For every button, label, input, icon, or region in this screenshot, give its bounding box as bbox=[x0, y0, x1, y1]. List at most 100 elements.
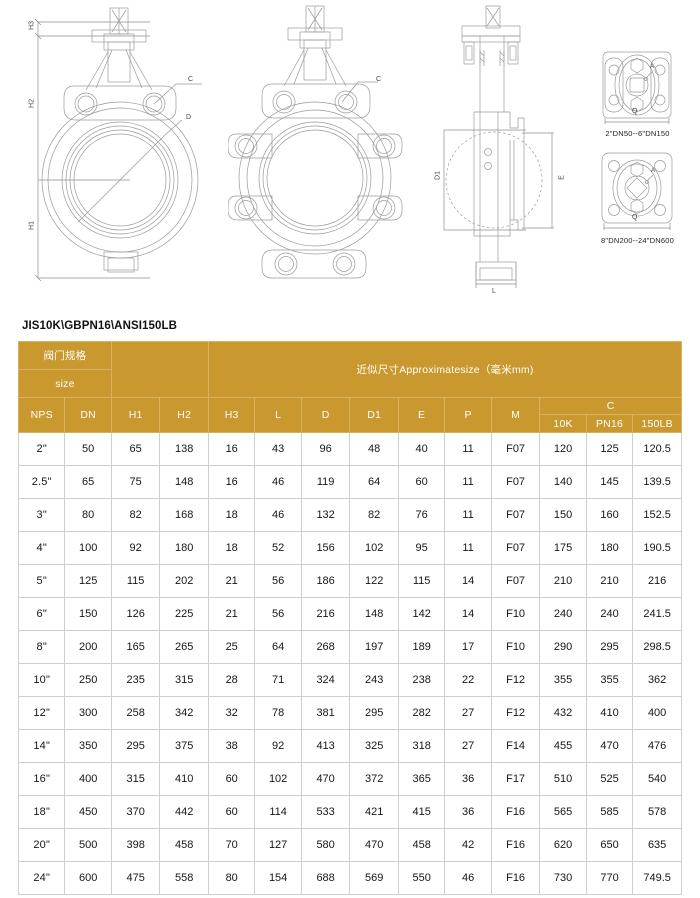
table-cell: 421 bbox=[349, 795, 399, 829]
table-cell: 60 bbox=[397, 465, 446, 499]
table-cell: 132 bbox=[300, 498, 351, 532]
table-cell: 455 bbox=[539, 729, 587, 763]
table-cell: 114 bbox=[254, 795, 302, 829]
column-header-c-10k: 10K bbox=[539, 414, 587, 433]
table-row: 18" 450 370 442 60 114 533 421 415 36 F16 565 585 578 bbox=[17, 795, 682, 829]
table-cell: 102 bbox=[254, 762, 302, 796]
table-cell: 14 bbox=[444, 597, 492, 631]
table-cell: 240 bbox=[585, 597, 634, 631]
flange-caption-small: 2"DN50--6"DN150 bbox=[605, 129, 670, 138]
flange-caption-large: 8"DN200--24"DN600 bbox=[601, 236, 674, 245]
dimension-label-l: L bbox=[492, 288, 496, 295]
cell-nps: 10" bbox=[17, 663, 66, 697]
table-cell: 342 bbox=[159, 696, 209, 730]
table-cell: 475 bbox=[110, 861, 161, 895]
table-cell: 370 bbox=[110, 795, 161, 829]
table-cell: 95 bbox=[397, 531, 446, 565]
table-cell: 243 bbox=[349, 663, 399, 697]
table-cell: 70 bbox=[207, 828, 256, 862]
table-cell: 350 bbox=[64, 729, 112, 763]
table-cell: 540 bbox=[632, 762, 682, 796]
table-cell: 180 bbox=[585, 531, 634, 565]
table-cell: 216 bbox=[300, 597, 351, 631]
table-row: 2.5" 65 75 148 16 46 119 64 60 11 F07 140 145 139.5 bbox=[17, 465, 682, 499]
table-cell: 60 bbox=[207, 795, 256, 829]
table-cell: 550 bbox=[397, 861, 446, 895]
table-cell: 265 bbox=[159, 630, 209, 664]
table-cell: 381 bbox=[300, 696, 351, 730]
table-cell: 510 bbox=[539, 762, 587, 796]
table-cell: 115 bbox=[110, 564, 161, 598]
column-header-m: M bbox=[490, 397, 541, 433]
column-header-c-group: C bbox=[539, 397, 682, 415]
cell-nps: 12" bbox=[17, 696, 66, 730]
table-cell: 180 bbox=[159, 531, 209, 565]
table-cell: 120.5 bbox=[632, 432, 682, 466]
table-cell: 40 bbox=[397, 432, 446, 466]
table-cell: 28 bbox=[207, 663, 256, 697]
leader-line-c-wafer bbox=[153, 83, 202, 105]
table-cell: 160 bbox=[585, 498, 634, 532]
table-cell: F10 bbox=[490, 630, 541, 664]
table-cell: 14 bbox=[444, 564, 492, 598]
column-header-nps: NPS bbox=[17, 397, 66, 433]
table-cell: 92 bbox=[110, 531, 161, 565]
dimension-label-q-large: Q bbox=[632, 214, 638, 221]
cell-nps: 6" bbox=[17, 597, 66, 631]
table-cell: 362 bbox=[632, 663, 682, 697]
iso-flange-top-view-small: Q A bbox=[596, 48, 678, 130]
table-cell: 82 bbox=[110, 498, 161, 532]
table-cell: 148 bbox=[159, 465, 209, 499]
table-cell: 76 bbox=[397, 498, 446, 532]
table-cell: F07 bbox=[490, 564, 541, 598]
table-cell: 410 bbox=[585, 696, 634, 730]
table-row: 14" 350 295 375 38 92 413 325 318 27 F14 455 470 476 bbox=[17, 729, 682, 763]
table-row: 4" 100 92 180 18 52 156 102 95 11 F07 175 180 190.5 bbox=[17, 531, 682, 565]
table-cell: F07 bbox=[490, 498, 541, 532]
table-cell: 27 bbox=[444, 729, 492, 763]
table-cell: 372 bbox=[349, 762, 399, 796]
table-cell: 82 bbox=[349, 498, 399, 532]
dimension-label-h1: H1 bbox=[28, 221, 36, 230]
table-cell: 27 bbox=[444, 696, 492, 730]
dimension-label-a-small: A bbox=[650, 64, 655, 70]
table-cell: 432 bbox=[539, 696, 587, 730]
table-cell: 442 bbox=[159, 795, 209, 829]
table-cell: 16 bbox=[207, 465, 256, 499]
table-cell: 585 bbox=[585, 795, 634, 829]
table-row: 12" 300 258 342 32 78 381 295 282 27 F12 432 410 400 bbox=[17, 696, 682, 730]
table-cell: 200 bbox=[64, 630, 112, 664]
table-cell: 142 bbox=[397, 597, 446, 631]
table-cell: 21 bbox=[207, 597, 256, 631]
table-cell: 18 bbox=[207, 531, 256, 565]
table-cell: 688 bbox=[300, 861, 351, 895]
table-cell: 165 bbox=[110, 630, 161, 664]
column-header-c-pn16: PN16 bbox=[585, 414, 634, 433]
cell-nps: 18" bbox=[17, 795, 66, 829]
table-cell: 300 bbox=[64, 696, 112, 730]
table-cell: 355 bbox=[539, 663, 587, 697]
table-cell: 470 bbox=[585, 729, 634, 763]
table-cell: 52 bbox=[254, 531, 302, 565]
column-header-e: E bbox=[397, 397, 446, 433]
table-cell: 295 bbox=[110, 729, 161, 763]
table-cell: 525 bbox=[585, 762, 634, 796]
cell-nps: 16" bbox=[17, 762, 66, 796]
table-row: 5" 125 115 202 21 56 186 122 115 14 F07 210 210 216 bbox=[17, 564, 682, 598]
table-cell: 125 bbox=[585, 432, 634, 466]
table-cell: 43 bbox=[254, 432, 302, 466]
dimension-label-c: C bbox=[188, 76, 194, 83]
table-cell: 21 bbox=[207, 564, 256, 598]
table-row: 24" 600 475 558 80 154 688 569 550 46 F16 730 770 749… bbox=[17, 861, 682, 895]
cell-nps: 14" bbox=[17, 729, 66, 763]
table-cell: 580 bbox=[300, 828, 351, 862]
table-cell: 80 bbox=[64, 498, 112, 532]
dimension-label-c-lug: C bbox=[376, 76, 382, 83]
table-cell: 65 bbox=[64, 465, 112, 499]
table-cell: 156 bbox=[300, 531, 351, 565]
specification-table-container: 阀门规格 近似尺寸Approximatesize（毫米mm) size NPS … bbox=[17, 341, 683, 895]
table-cell: F16 bbox=[490, 861, 541, 895]
table-cell: 398 bbox=[110, 828, 161, 862]
table-cell: 36 bbox=[444, 795, 492, 829]
header-row-2: size bbox=[18, 369, 682, 398]
